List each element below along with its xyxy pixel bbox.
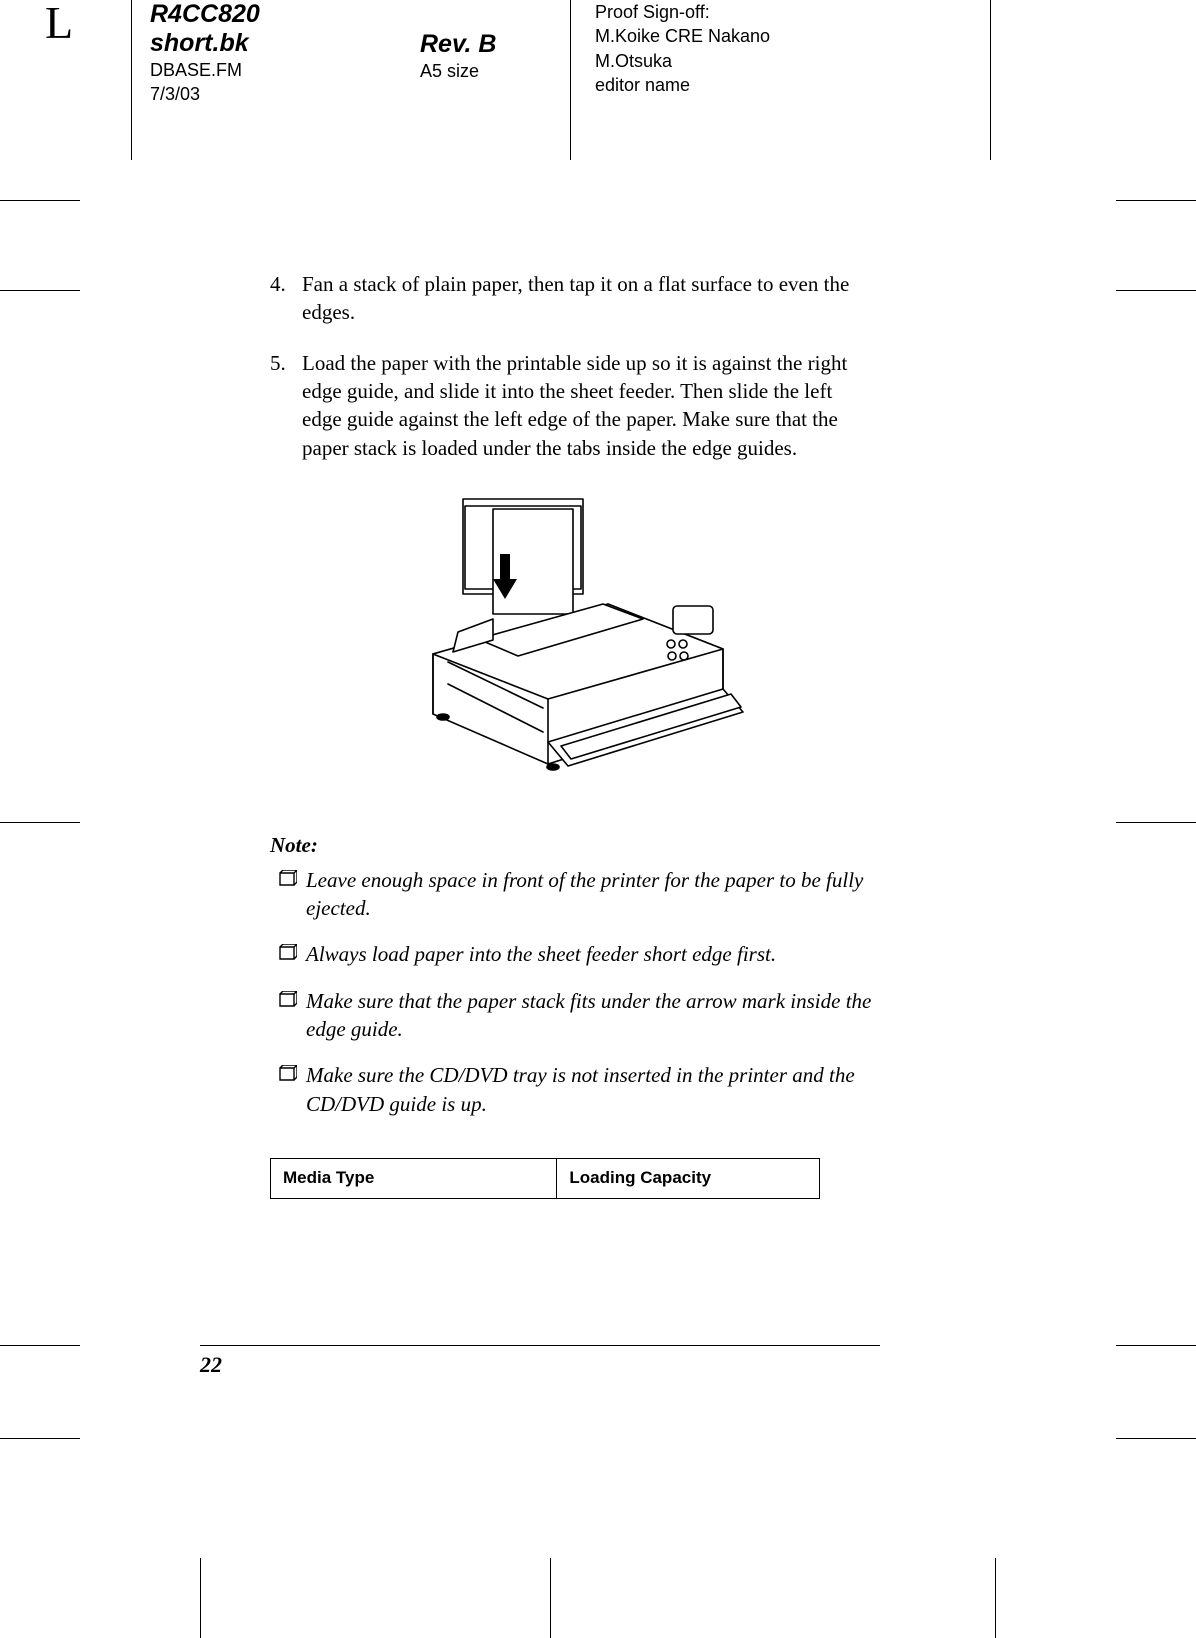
page-number: 22 xyxy=(200,1352,222,1378)
page-body: 4. Fan a stack of plain paper, then tap … xyxy=(270,270,875,1199)
checkbox-icon xyxy=(270,987,306,1044)
crop-mark xyxy=(0,822,80,823)
crop-mark xyxy=(0,200,80,201)
crop-mark xyxy=(1116,822,1196,823)
crop-mark xyxy=(0,1438,80,1439)
printer-icon xyxy=(393,484,753,784)
note-item-2: Always load paper into the sheet feeder … xyxy=(270,940,875,968)
checkbox-icon xyxy=(270,940,306,968)
crop-mark xyxy=(200,1558,201,1638)
crop-mark xyxy=(1116,200,1196,201)
doc-revision: Rev. B xyxy=(420,30,496,59)
step-text: Fan a stack of plain paper, then tap it … xyxy=(302,270,875,327)
crop-mark xyxy=(0,1345,80,1346)
table-header-media: Media Type xyxy=(271,1159,557,1199)
crop-mark xyxy=(995,1558,996,1638)
doc-id: R4CC820 xyxy=(150,0,260,29)
note-text: Make sure that the paper stack fits unde… xyxy=(306,987,875,1044)
note-heading: Note: xyxy=(270,831,875,859)
step-5: 5. Load the paper with the printable sid… xyxy=(270,349,875,462)
divider xyxy=(570,0,571,160)
divider xyxy=(990,0,991,160)
crop-mark xyxy=(1116,1345,1196,1346)
step-number: 5. xyxy=(270,349,302,462)
checkbox-icon xyxy=(270,866,306,923)
table-header-capacity: Loading Capacity xyxy=(557,1159,820,1199)
media-table: Media Type Loading Capacity xyxy=(270,1158,820,1199)
doc-sub1: DBASE.FM xyxy=(150,58,260,82)
crop-mark xyxy=(1116,1438,1196,1439)
note-text: Make sure the CD/DVD tray is not inserte… xyxy=(306,1061,875,1118)
note-item-3: Make sure that the paper stack fits unde… xyxy=(270,987,875,1044)
step-number: 4. xyxy=(270,270,302,327)
step-4: 4. Fan a stack of plain paper, then tap … xyxy=(270,270,875,327)
note-item-1: Leave enough space in front of the print… xyxy=(270,866,875,923)
checkbox-icon xyxy=(270,1061,306,1118)
printer-figure xyxy=(270,484,875,791)
page: L R4CC820 short.bk DBASE.FM 7/3/03 Rev. … xyxy=(0,0,1196,1638)
proof-line-2: M.Otsuka xyxy=(595,49,770,73)
table-row: Media Type Loading Capacity xyxy=(271,1159,820,1199)
divider xyxy=(131,0,132,160)
step-text: Load the paper with the printable side u… xyxy=(302,349,875,462)
crop-mark xyxy=(0,290,80,291)
crop-mark xyxy=(1116,290,1196,291)
proof-line-3: editor name xyxy=(595,73,770,97)
doc-sub2: 7/3/03 xyxy=(150,82,260,106)
crop-mark xyxy=(550,1558,551,1638)
proof-line-1: M.Koike CRE Nakano xyxy=(595,24,770,48)
note-text: Always load paper into the sheet feeder … xyxy=(306,940,875,968)
footer-rule xyxy=(200,1345,880,1346)
page-letter: L xyxy=(45,0,73,49)
proof-label: Proof Sign-off: xyxy=(595,0,770,24)
note-text: Leave enough space in front of the print… xyxy=(306,866,875,923)
doc-filename: short.bk xyxy=(150,29,260,58)
note-item-4: Make sure the CD/DVD tray is not inserte… xyxy=(270,1061,875,1118)
doc-pagesize: A5 size xyxy=(420,59,496,83)
